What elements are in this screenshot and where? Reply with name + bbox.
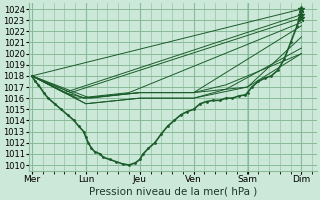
X-axis label: Pression niveau de la mer( hPa ): Pression niveau de la mer( hPa ) xyxy=(89,187,257,197)
